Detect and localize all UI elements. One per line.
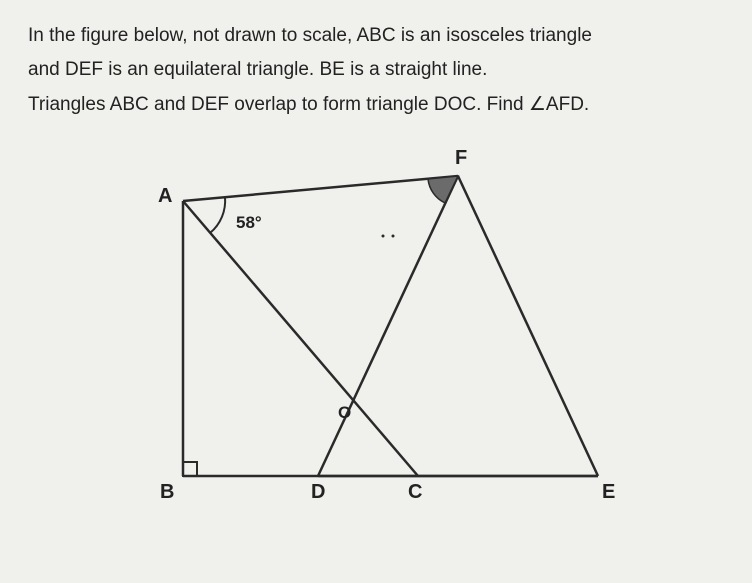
right-angle-marker — [183, 462, 197, 476]
artifact-dot — [382, 234, 385, 237]
angle-arc-A — [210, 197, 225, 233]
line-EF — [458, 176, 598, 476]
problem-statement: In the figure below, not drawn to scale,… — [28, 20, 724, 121]
label-D: D — [311, 481, 325, 504]
angle-58-label: 58° — [236, 213, 262, 233]
label-C: C — [408, 481, 422, 504]
label-F: F — [455, 147, 467, 170]
label-E: E — [602, 481, 615, 504]
problem-line-2: and DEF is an equilateral triangle. BE i… — [28, 54, 724, 86]
problem-line-1: In the figure below, not drawn to scale,… — [28, 20, 724, 52]
angle-shade-F — [428, 176, 458, 203]
triangle-diagram — [148, 151, 648, 511]
label-A: A — [158, 185, 172, 208]
label-O: O — [338, 403, 351, 423]
problem-line-3: Triangles ABC and DEF overlap to form tr… — [28, 89, 724, 121]
label-B: B — [160, 481, 174, 504]
line-FD — [318, 176, 458, 476]
artifact-dot — [392, 234, 395, 237]
geometry-figure: A B C D E F O 58° — [28, 141, 728, 541]
